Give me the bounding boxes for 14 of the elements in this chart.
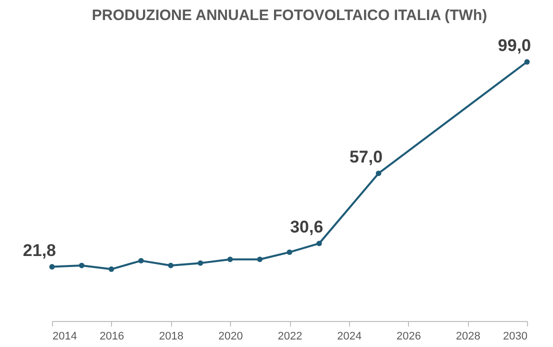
x-tick-label: 2018 — [159, 330, 184, 342]
data-label: 99,0 — [498, 36, 531, 55]
x-tick-label: 2020 — [218, 330, 243, 342]
x-tick-label: 2014 — [52, 330, 77, 342]
x-tick-label: 2024 — [337, 330, 362, 342]
x-tick-label: 2026 — [396, 330, 421, 342]
x-tick-label: 2028 — [456, 330, 480, 342]
data-label: 30,6 — [290, 217, 324, 236]
data-label: 57,0 — [349, 147, 383, 166]
data-label: 21,8 — [22, 240, 56, 260]
x-tick-label: 2016 — [100, 330, 124, 342]
x-tick-label: 2022 — [278, 330, 302, 342]
x-tick-label: 2030 — [503, 330, 528, 342]
chart-title: PRODUZIONE ANNUALE FOTOVOLTAICO ITALIA (TWh) — [92, 6, 488, 24]
